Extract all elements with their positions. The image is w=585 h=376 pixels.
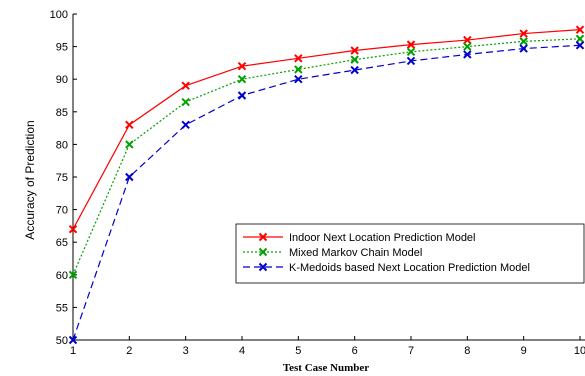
data-point-marker [125,120,134,130]
legend-marker [258,232,268,242]
y-tick-label: 100 [50,9,68,21]
data-point-marker [181,120,190,130]
x-tick-label: 6 [352,345,358,357]
x-tick-label: 1 [70,345,76,357]
data-point-marker [406,56,416,66]
y-tick-label: 65 [56,237,68,249]
data-point-marker [237,74,247,84]
series-line [72,44,581,341]
legend-label: Indoor Next Location Prediction Model [289,232,476,244]
data-point-marker [406,40,416,49]
legend: Indoor Next Location Prediction Model Mix… [235,223,585,284]
data-point-marker [519,44,528,53]
data-point-marker [125,140,134,149]
data-point-marker [294,54,303,63]
data-point-marker [519,37,528,46]
data-point-marker [68,335,78,345]
axes [72,14,585,341]
data-point-marker [237,61,247,71]
x-tick-label: 4 [239,345,245,357]
data-point-marker [237,91,247,100]
y-ticks: 50 55 60 65 70 75 80 85 90 95 100 [50,9,77,347]
data-point-marker [125,172,134,182]
legend-entry: K-Medoids based Next Location Prediction… [243,262,530,274]
x-tick-label: 10 [574,345,585,357]
series-line [72,29,581,230]
data-point-marker [68,270,78,280]
data-point-marker [350,65,359,75]
series-2 [68,34,585,280]
y-axis-label: Accuracy of Prediction [23,120,37,239]
y-tick-label: 85 [56,107,68,119]
y-tick-label: 80 [56,139,68,151]
data-point-marker [575,41,585,50]
x-tick-label: 9 [521,345,527,357]
data-point-marker [575,34,585,43]
data-point-marker [294,65,303,74]
legend-entry: Indoor Next Location Prediction Model [243,232,476,244]
data-point-marker [463,42,472,51]
series-group [68,25,585,345]
y-tick-label: 50 [56,335,68,347]
x-tick-label: 3 [183,345,189,357]
legend-marker [258,247,268,257]
data-point-marker [294,74,303,84]
series-line [72,38,581,276]
legend-label: Mixed Markov Chain Model [289,247,422,259]
y-tick-label: 95 [56,42,68,54]
series-1 [68,25,585,234]
x-tick-label: 2 [126,345,132,357]
data-point-marker [181,81,190,90]
data-point-marker [519,29,528,38]
data-point-marker [575,25,585,34]
data-point-marker [68,224,78,234]
y-tick-label: 55 [56,302,68,314]
legend-marker [258,262,268,272]
x-tick-label: 8 [464,345,470,357]
legend-entry: Mixed Markov Chain Model [243,247,422,259]
y-tick-label: 90 [56,74,68,86]
data-point-marker [350,46,359,55]
legend-label: K-Medoids based Next Location Prediction… [289,262,530,274]
x-tick-label: 7 [408,345,414,357]
y-tick-label: 70 [56,205,68,217]
data-point-marker [463,35,472,45]
y-tick-label: 75 [56,172,68,184]
data-point-marker [406,47,416,57]
y-tick-label: 60 [56,270,68,282]
series-3 [68,41,585,345]
x-axis-label: Test Case Number [283,362,369,374]
x-tick-label: 5 [295,345,301,357]
data-point-marker [350,55,359,64]
legend-box [235,223,585,284]
x-ticks: 1 2 3 4 5 6 7 8 9 10 [70,336,585,357]
data-point-marker [463,50,472,59]
data-point-marker [181,97,190,107]
